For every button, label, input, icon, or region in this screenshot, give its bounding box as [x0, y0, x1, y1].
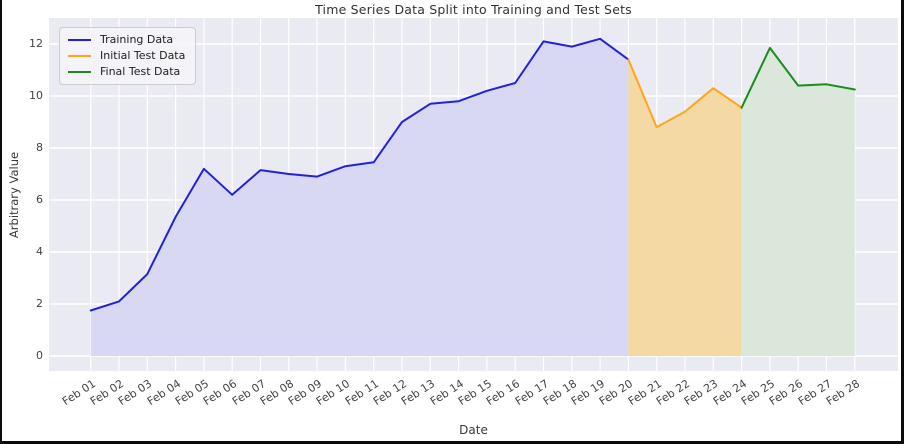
plot-area: Training Data Initial Test Data Final Test… — [49, 18, 898, 371]
series-line — [89, 37, 630, 312]
y-tick-label: 10 — [29, 89, 43, 102]
x-axis-label: Date — [459, 423, 488, 437]
legend-line-swatch — [68, 70, 91, 73]
series-area — [741, 47, 855, 357]
y-tick-label: 12 — [29, 37, 43, 50]
legend-item: Training Data — [68, 33, 185, 46]
y-tick-label: 2 — [36, 297, 43, 310]
chart-canvas — [49, 18, 898, 371]
series-area — [628, 59, 742, 356]
y-tick-label: 8 — [36, 141, 43, 154]
legend-label: Final Test Data — [100, 65, 181, 78]
y-tick-label: 6 — [36, 193, 43, 206]
series-area — [90, 38, 629, 357]
legend-label: Initial Test Data — [100, 49, 186, 62]
legend-item: Initial Test Data — [68, 49, 185, 62]
legend-label: Training Data — [100, 33, 174, 46]
y-tick-label: 4 — [36, 245, 43, 258]
series-line — [627, 58, 743, 129]
series-line — [740, 46, 856, 109]
y-tick-label: 0 — [36, 349, 43, 362]
legend: Training Data Initial Test Data Final Test… — [59, 27, 197, 85]
legend-item: Final Test Data — [68, 65, 185, 78]
legend-line-swatch — [68, 38, 91, 41]
legend-line-swatch — [68, 54, 91, 57]
chart-title: Time Series Data Split into Training and… — [315, 2, 632, 17]
